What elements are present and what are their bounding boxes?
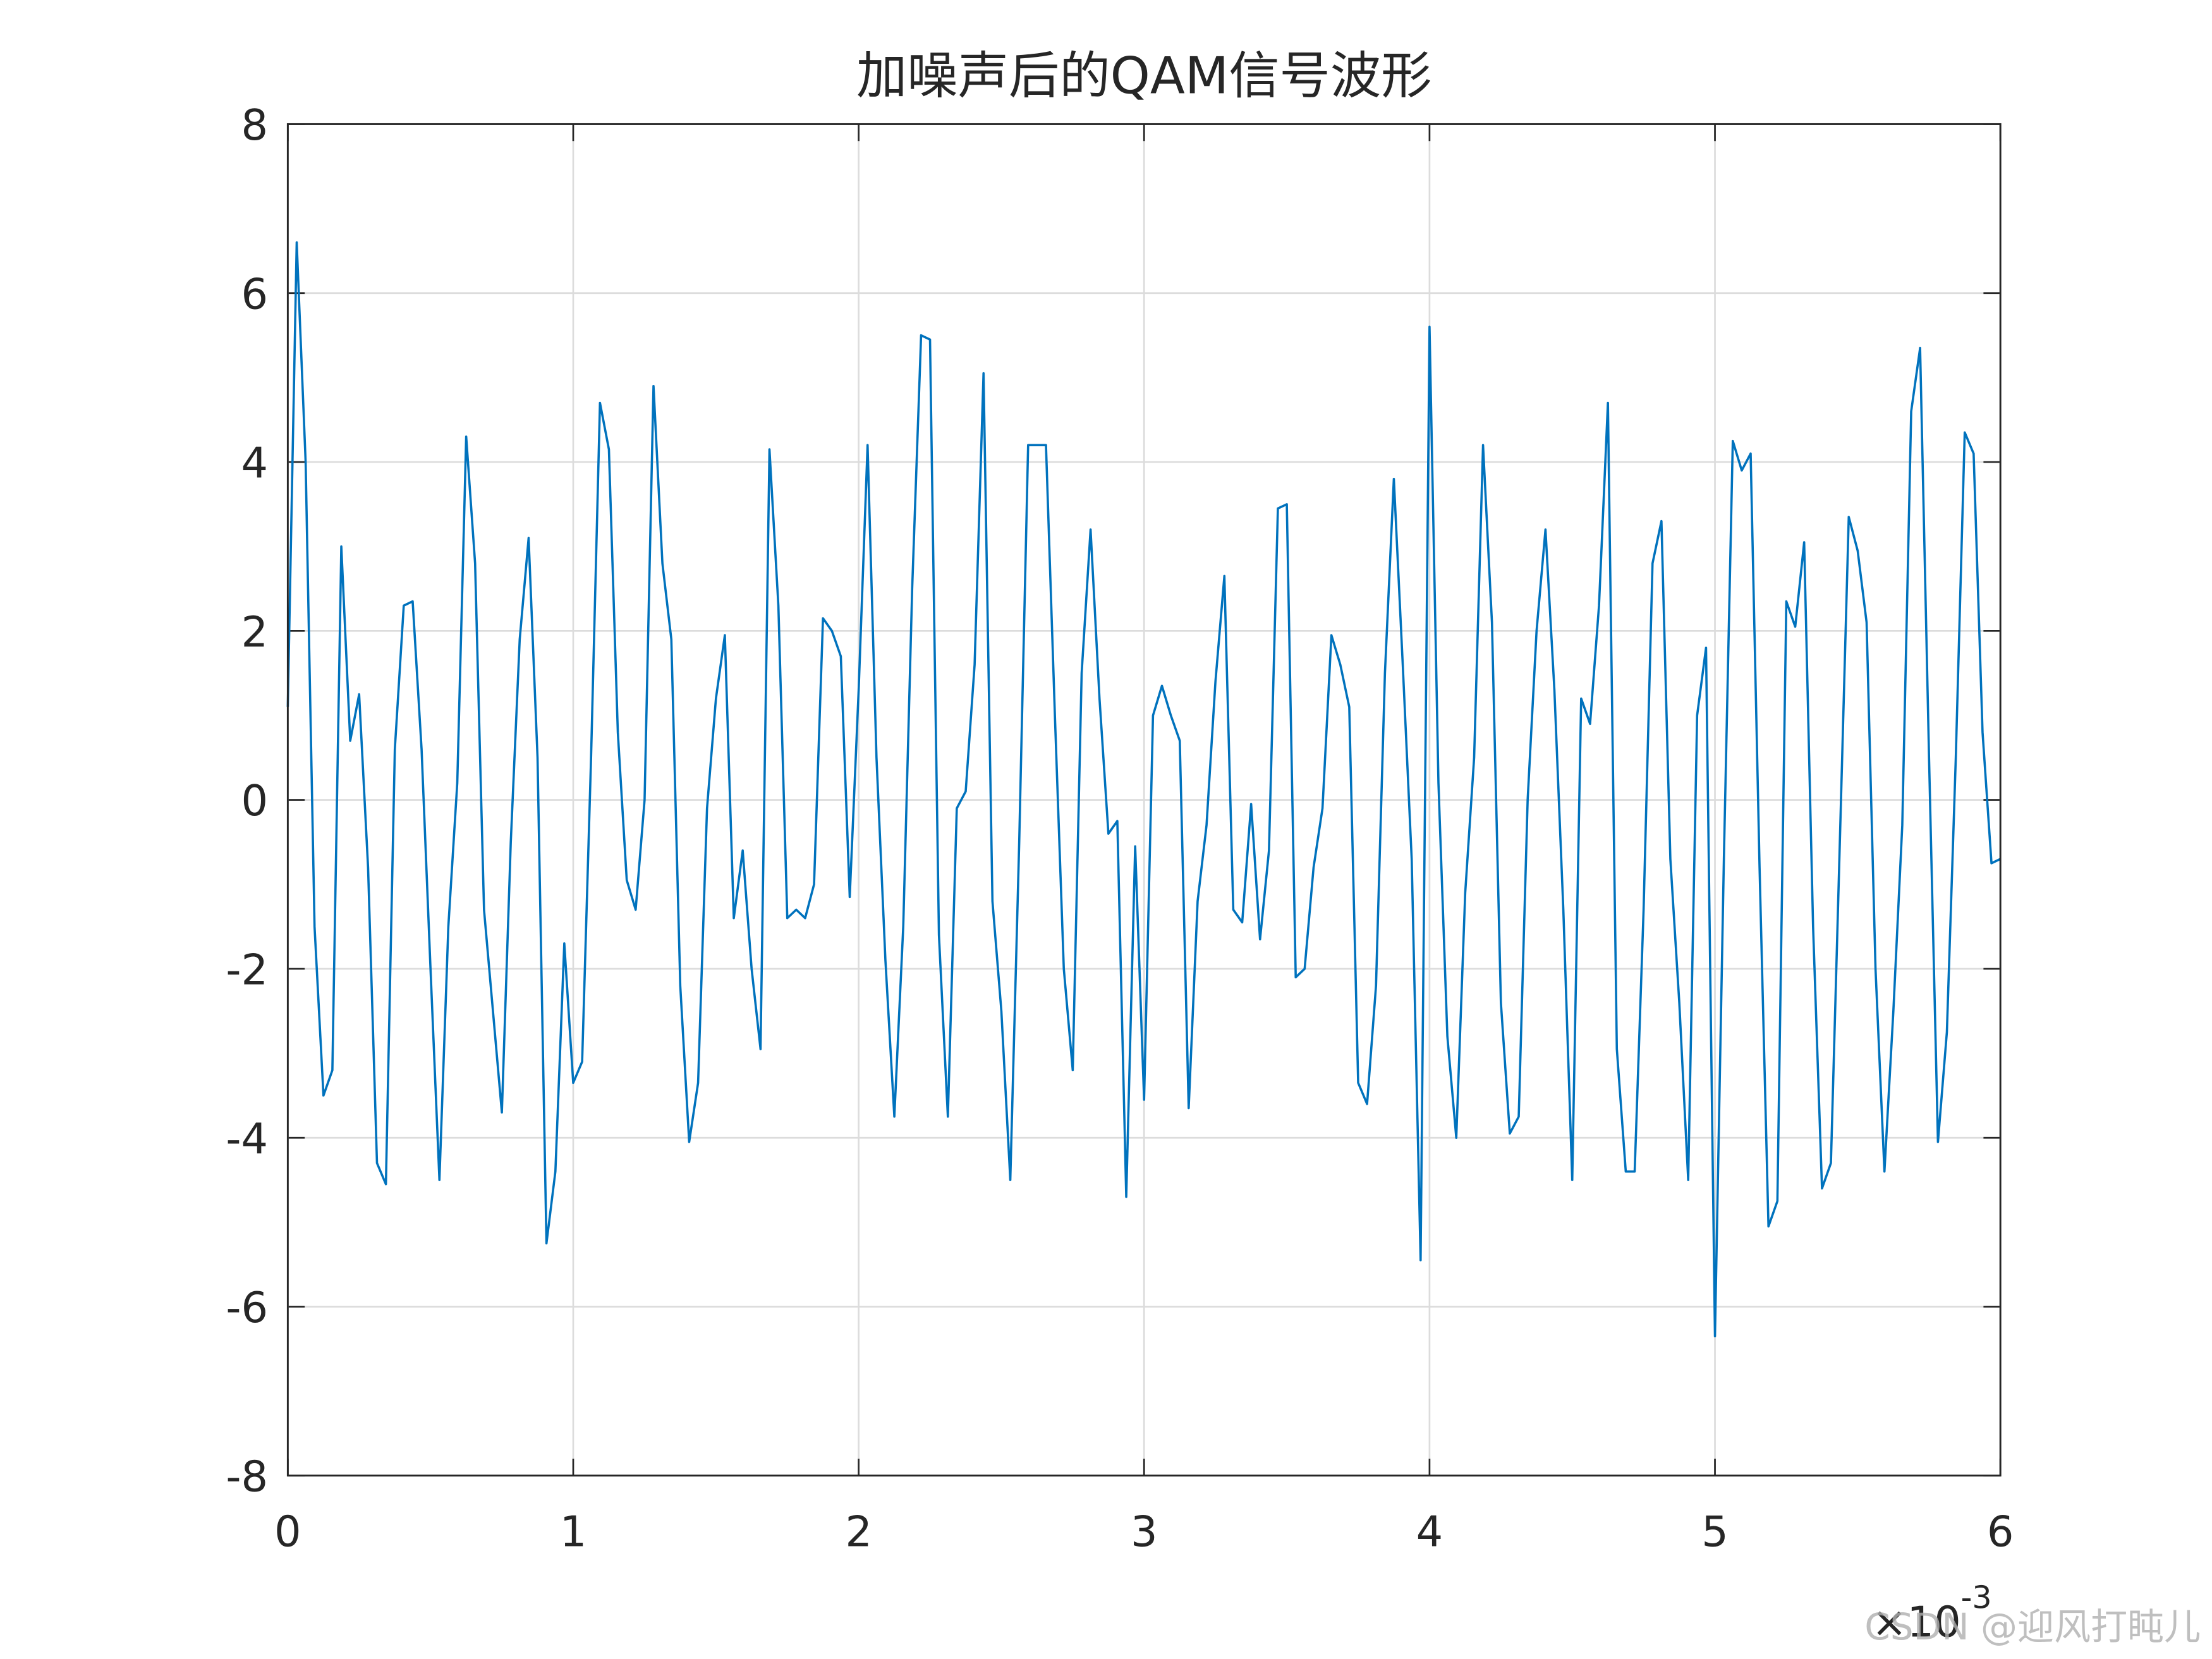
x-multiplier-base: ×10 (1871, 1597, 1960, 1646)
y-tick-label: -6 (226, 1283, 268, 1332)
y-tick-label: 2 (241, 607, 268, 657)
x-tick-label: 3 (1131, 1507, 1158, 1556)
axes-box (286, 123, 2002, 1477)
y-tick-label: -8 (226, 1452, 268, 1501)
y-tick-label: 6 (241, 269, 268, 319)
x-tick-label: 5 (1701, 1507, 1729, 1556)
y-tick-label: 4 (241, 439, 268, 488)
x-tick-label: 2 (845, 1507, 872, 1556)
watermark: CSDN @迎风打盹儿 (1864, 1605, 2201, 1648)
x-tick-label: 6 (1987, 1507, 2014, 1556)
x-tick-label: 0 (274, 1507, 301, 1556)
y-tick-label: -2 (226, 945, 268, 994)
chart-title: 加噪声后的QAM信号波形 (856, 46, 1432, 105)
data-line (286, 241, 2001, 1338)
x-multiplier-exponent: -3 (1961, 1579, 1992, 1616)
x-tick-label: 1 (560, 1507, 587, 1556)
y-tick-label: -4 (226, 1114, 268, 1164)
y-tick-label: 0 (241, 776, 268, 825)
x-tick-label: 4 (1416, 1507, 1443, 1556)
y-tick-label: 8 (241, 100, 268, 150)
